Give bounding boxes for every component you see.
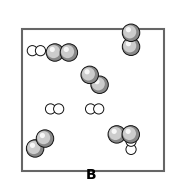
Circle shape bbox=[126, 41, 131, 46]
Circle shape bbox=[81, 66, 98, 84]
Circle shape bbox=[40, 133, 45, 138]
Circle shape bbox=[37, 131, 50, 144]
Circle shape bbox=[47, 45, 60, 58]
Circle shape bbox=[123, 39, 136, 52]
Circle shape bbox=[26, 140, 44, 157]
Circle shape bbox=[94, 104, 104, 114]
Circle shape bbox=[84, 69, 90, 74]
Circle shape bbox=[92, 77, 105, 90]
Circle shape bbox=[126, 129, 131, 134]
Circle shape bbox=[94, 79, 100, 84]
Circle shape bbox=[35, 46, 46, 56]
Circle shape bbox=[61, 45, 74, 58]
Circle shape bbox=[50, 47, 55, 52]
Circle shape bbox=[109, 127, 122, 140]
Circle shape bbox=[91, 76, 108, 93]
Text: B: B bbox=[86, 168, 96, 182]
Circle shape bbox=[122, 38, 140, 55]
Circle shape bbox=[27, 46, 37, 56]
Circle shape bbox=[108, 126, 126, 143]
Circle shape bbox=[27, 141, 40, 154]
Circle shape bbox=[112, 129, 117, 134]
Circle shape bbox=[82, 67, 95, 81]
Circle shape bbox=[54, 104, 64, 114]
Circle shape bbox=[60, 44, 78, 61]
Circle shape bbox=[122, 126, 139, 143]
Circle shape bbox=[86, 104, 96, 114]
Circle shape bbox=[64, 47, 69, 52]
Circle shape bbox=[36, 130, 54, 147]
Circle shape bbox=[46, 44, 64, 61]
Circle shape bbox=[122, 24, 140, 42]
Circle shape bbox=[123, 25, 136, 38]
Circle shape bbox=[126, 136, 136, 146]
Circle shape bbox=[126, 27, 131, 32]
Circle shape bbox=[30, 143, 35, 148]
Circle shape bbox=[46, 104, 56, 114]
Circle shape bbox=[123, 127, 136, 140]
Circle shape bbox=[126, 144, 136, 154]
Bar bbox=[22, 29, 164, 171]
